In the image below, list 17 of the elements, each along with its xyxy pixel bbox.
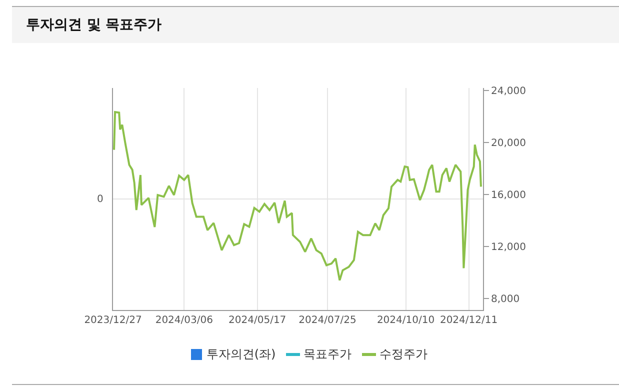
- legend-label: 투자의견(좌): [206, 346, 276, 363]
- x-tick-label: 2024/05/17: [228, 315, 286, 326]
- y2-tick-label: 16,000: [491, 190, 526, 201]
- x-tick-label: 2024/03/06: [155, 315, 213, 326]
- x-tick-label: 2024/10/10: [376, 315, 435, 326]
- y2-tick-label: 8,000: [491, 294, 520, 305]
- legend-label: 수정주가: [380, 346, 428, 363]
- line-series: [113, 111, 482, 282]
- x-tick-label: 2023/12/27: [84, 315, 142, 326]
- x-tick-label: 2024/12/11: [440, 315, 498, 326]
- legend-label: 목표주가: [304, 346, 352, 363]
- y2-tick-label: 12,000: [491, 242, 526, 253]
- chart-title: 투자의견 및 목표주가: [26, 16, 162, 34]
- y2-tick-label: 20,000: [491, 138, 526, 150]
- x-tick-label: 2024/07/25: [298, 315, 356, 326]
- y2-tick-label: 24,000: [491, 86, 526, 98]
- text: 0: [97, 194, 104, 205]
